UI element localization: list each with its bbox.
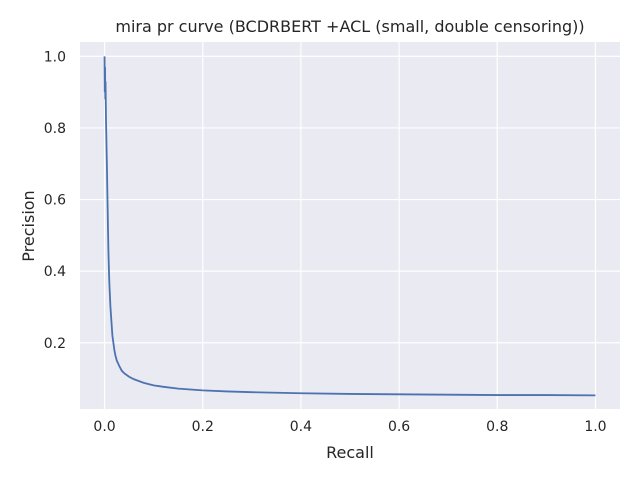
y-tick-label: 0.6 (44, 193, 66, 209)
pr-curve-line (103, 56, 596, 397)
y-axis-label: Precision (19, 190, 38, 261)
x-tick-label: 0.2 (192, 419, 214, 435)
x-axis-label: Recall (326, 443, 374, 462)
x-tick-label: 0.6 (388, 419, 410, 435)
grid (80, 42, 620, 409)
x-axis-ticks: 0.0 0.2 0.4 0.6 0.8 1.0 (93, 419, 606, 435)
y-tick-label: 0.2 (44, 336, 66, 352)
x-tick-label: 0.8 (486, 419, 508, 435)
y-tick-label: 0.8 (44, 121, 66, 137)
x-tick-label: 0.4 (290, 419, 312, 435)
y-tick-label: 1.0 (44, 49, 66, 65)
x-tick-label: 0.0 (93, 419, 115, 435)
plot-background (80, 42, 620, 409)
y-tick-label: 0.4 (44, 264, 66, 280)
x-tick-label: 1.0 (584, 419, 606, 435)
y-axis-ticks: 0.2 0.4 0.6 0.8 1.0 (44, 49, 66, 351)
chart-title: mira pr curve (BCDRBERT +ACL (small, dou… (115, 17, 584, 36)
